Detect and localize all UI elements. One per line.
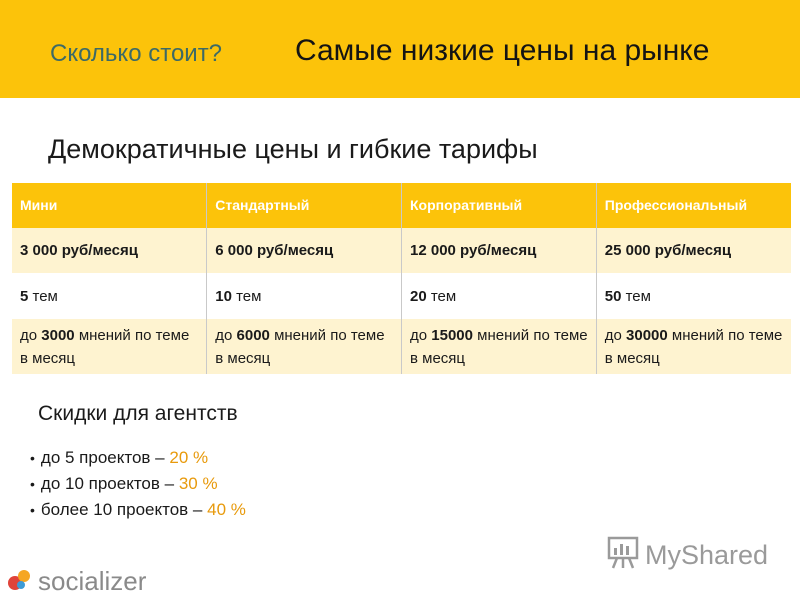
column-header-professional: Профессиональный bbox=[595, 183, 791, 228]
opinions-cell-mini: до 3000 мнений по теме в месяц bbox=[12, 319, 207, 374]
price-cell-mini: 3 000 руб/месяц bbox=[12, 228, 207, 273]
discount-item: • до 5 проектов – 20 % bbox=[30, 445, 246, 471]
topics-cell-standard: 10 тем bbox=[206, 273, 402, 319]
myshared-logo: MyShared bbox=[607, 536, 769, 575]
opinions-count: 15000 bbox=[431, 326, 473, 344]
bullet-icon: • bbox=[30, 450, 35, 466]
opinions-prefix: до bbox=[604, 326, 622, 344]
topics-unit: тем bbox=[32, 287, 58, 305]
topics-count: 20 bbox=[410, 287, 427, 305]
topics-count: 50 bbox=[604, 287, 622, 305]
column-header-mini: Мини bbox=[12, 183, 207, 228]
discount-item: • более 10 проектов – 40 % bbox=[30, 497, 246, 523]
socializer-logo: socializer bbox=[6, 566, 146, 596]
header-title: Самые низкие цены на рынке bbox=[295, 34, 710, 67]
myshared-logo-text: MyShared bbox=[645, 539, 769, 570]
socializer-mark-icon bbox=[6, 566, 32, 597]
socializer-logo-text: socializer bbox=[38, 565, 147, 596]
page-subtitle: Демократичные цены и гибкие тарифы bbox=[48, 134, 538, 164]
price-value: 3 000 руб/месяц bbox=[20, 242, 139, 259]
opinions-count: 6000 bbox=[236, 326, 270, 344]
opinions-count: 3000 bbox=[41, 326, 75, 344]
discount-text: до 10 проектов – bbox=[40, 474, 175, 493]
pricing-header-row: Мини Стандартный Корпоративный Профессио… bbox=[12, 183, 791, 228]
discount-text: более 10 проектов – bbox=[40, 500, 203, 519]
topics-unit: тем bbox=[625, 287, 651, 305]
myshared-chart-icon bbox=[607, 536, 639, 575]
discount-item: • до 10 проектов – 30 % bbox=[30, 471, 246, 497]
topics-count: 10 bbox=[215, 287, 232, 305]
opinions-row: до 3000 мнений по теме в месяц до 6000 м… bbox=[12, 319, 791, 374]
opinions-prefix: до bbox=[410, 326, 428, 344]
discount-text: до 5 проектов – bbox=[40, 448, 165, 467]
opinions-cell-professional: до 30000 мнений по теме в месяц bbox=[595, 319, 791, 374]
opinions-suffix: мнений по теме в месяц bbox=[604, 326, 783, 367]
topics-cell-mini: 5 тем bbox=[12, 273, 207, 319]
price-value: 25 000 руб/месяц bbox=[604, 242, 732, 259]
pricing-table: Мини Стандартный Корпоративный Профессио… bbox=[12, 183, 791, 374]
topics-unit: тем bbox=[236, 287, 262, 305]
bullet-icon: • bbox=[30, 476, 35, 492]
opinions-cell-corporate: до 15000 мнений по теме в месяц bbox=[401, 319, 597, 374]
discount-percent: 30 % bbox=[178, 474, 218, 493]
price-cell-corporate: 12 000 руб/месяц bbox=[401, 228, 597, 273]
price-value: 12 000 руб/месяц bbox=[410, 242, 537, 259]
price-value: 6 000 руб/месяц bbox=[215, 242, 334, 259]
opinions-count: 30000 bbox=[626, 326, 668, 344]
discounts-title: Скидки для агентств bbox=[38, 402, 238, 425]
opinions-prefix: до bbox=[215, 326, 233, 344]
discounts-list: • до 5 проектов – 20 % • до 10 проектов – … bbox=[30, 445, 246, 523]
header-question: Сколько стоит? bbox=[50, 40, 223, 67]
topics-cell-professional: 50 тем bbox=[595, 273, 791, 319]
column-header-standard: Стандартный bbox=[206, 183, 402, 228]
topics-row: 5 тем 10 тем 20 тем 50 тем bbox=[12, 273, 791, 319]
topics-unit: тем bbox=[430, 287, 457, 305]
opinions-cell-standard: до 6000 мнений по теме в месяц bbox=[206, 319, 402, 374]
header-banner: Сколько стоит? Самые низкие цены на рынк… bbox=[0, 0, 800, 98]
discount-percent: 20 % bbox=[169, 448, 209, 467]
opinions-suffix: мнений по теме в месяц bbox=[410, 326, 588, 367]
price-cell-professional: 25 000 руб/месяц bbox=[595, 228, 791, 273]
topics-cell-corporate: 20 тем bbox=[401, 273, 597, 319]
discount-percent: 40 % bbox=[207, 500, 246, 519]
opinions-suffix: мнений по теме в месяц bbox=[215, 326, 385, 367]
price-row: 3 000 руб/месяц 6 000 руб/месяц 12 000 р… bbox=[12, 228, 791, 273]
column-header-corporate: Корпоративный bbox=[401, 183, 597, 228]
bullet-icon: • bbox=[30, 502, 35, 518]
opinions-prefix: до bbox=[20, 326, 38, 344]
price-cell-standard: 6 000 руб/месяц bbox=[206, 228, 402, 273]
topics-count: 5 bbox=[20, 287, 29, 305]
opinions-suffix: мнений по теме в месяц bbox=[20, 326, 190, 367]
